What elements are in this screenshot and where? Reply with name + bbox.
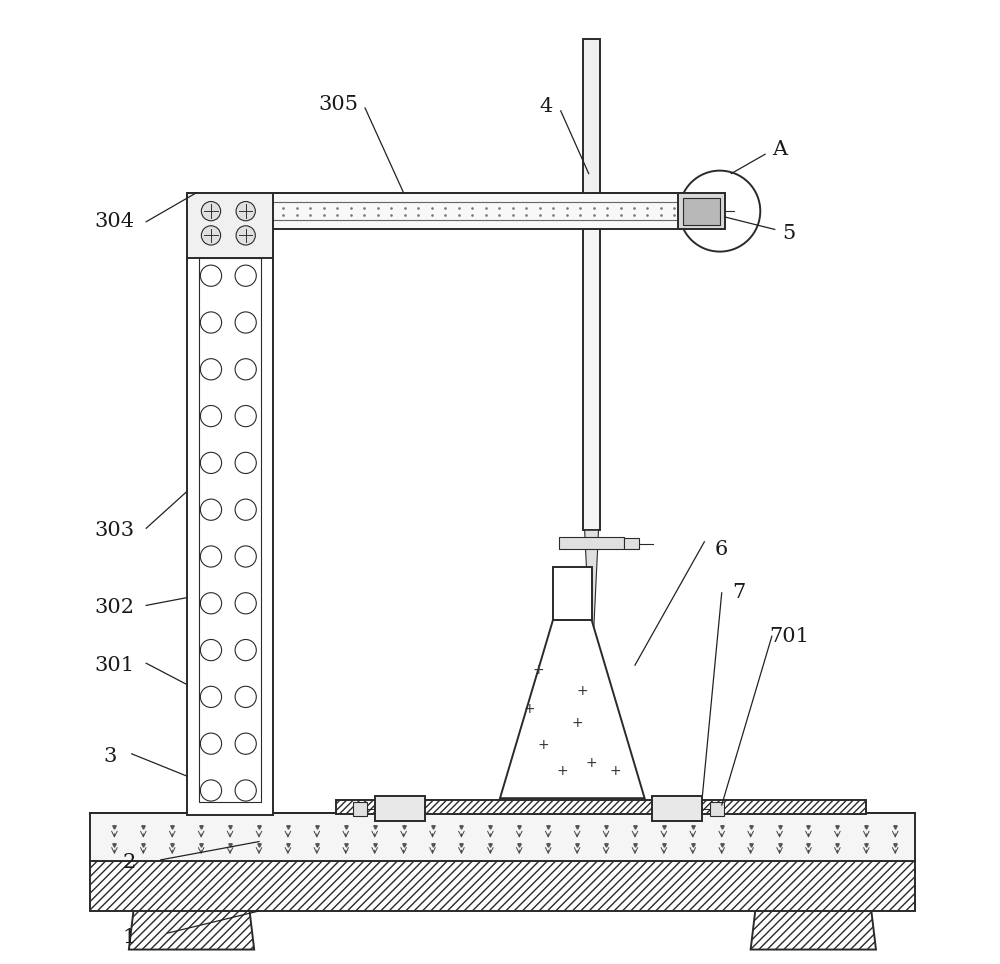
Circle shape [235,593,256,614]
Circle shape [235,359,256,380]
Bar [710,802,724,816]
Bar [375,796,425,821]
Bar [652,796,702,821]
Text: 2: 2 [122,853,135,872]
Bar [353,802,367,816]
Circle shape [200,593,222,614]
Text: A: A [772,140,787,159]
Circle shape [200,733,222,754]
Text: +: + [557,764,568,779]
Bar [90,813,915,861]
Circle shape [200,265,222,286]
Text: +: + [576,684,588,698]
Text: 5: 5 [783,224,796,243]
Polygon shape [129,909,254,950]
Circle shape [235,780,256,801]
Bar [683,198,720,225]
Text: +: + [571,716,583,731]
Bar [553,567,592,620]
Circle shape [236,201,255,221]
Circle shape [235,265,256,286]
Text: +: + [610,764,621,779]
Polygon shape [500,620,645,798]
Circle shape [235,406,256,427]
Bar [336,800,866,814]
Text: +: + [523,702,535,716]
Circle shape [235,499,256,521]
Text: 303: 303 [94,521,134,540]
Text: 7: 7 [732,583,746,602]
Bar [199,205,261,802]
Bar [583,229,600,530]
Circle shape [235,639,256,660]
Text: +: + [538,737,549,752]
Bar [559,537,624,549]
Polygon shape [751,909,876,950]
Bar [187,193,273,815]
Bar [624,538,639,549]
Circle shape [200,406,222,427]
Circle shape [235,312,256,334]
Circle shape [200,686,222,708]
Text: 302: 302 [94,598,134,617]
Circle shape [200,546,222,567]
Circle shape [200,780,222,801]
Circle shape [235,452,256,473]
Circle shape [201,226,221,245]
Text: 6: 6 [715,540,728,559]
Circle shape [200,452,222,473]
Circle shape [200,499,222,521]
Circle shape [200,359,222,380]
Bar [269,193,707,229]
Text: 301: 301 [94,656,134,675]
Text: 1: 1 [122,927,136,947]
Circle shape [200,639,222,660]
Circle shape [201,201,221,221]
Bar [90,861,915,911]
Bar [583,39,600,193]
Circle shape [679,171,760,252]
Bar [678,193,725,229]
Text: 3: 3 [103,747,116,766]
Bar [187,193,273,258]
Circle shape [236,226,255,245]
Circle shape [200,312,222,334]
Circle shape [235,546,256,567]
Text: +: + [533,663,544,677]
Text: +: + [586,756,597,769]
Polygon shape [585,530,599,634]
Text: 305: 305 [318,94,358,114]
Circle shape [235,686,256,708]
Text: 701: 701 [769,627,809,646]
Circle shape [235,733,256,754]
Text: 304: 304 [94,212,134,231]
Text: 4: 4 [540,96,553,116]
